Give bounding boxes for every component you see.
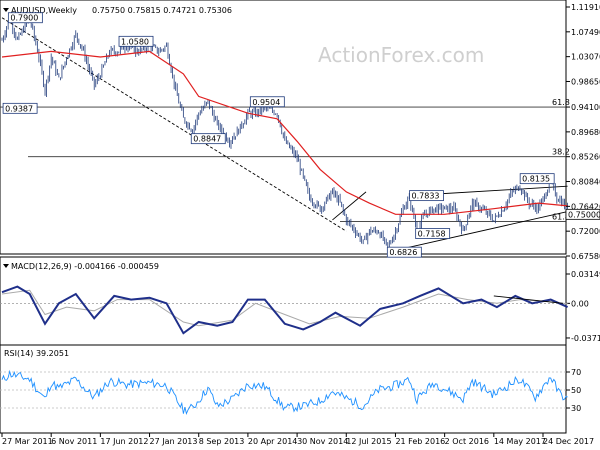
x-tick-label: 30 Nov 2014 bbox=[297, 437, 348, 446]
moving-average bbox=[1, 50, 568, 215]
macd-collapse-icon[interactable] bbox=[3, 264, 9, 268]
price-label-text: 0.9387 bbox=[5, 104, 33, 113]
price-label-text: 0.7158 bbox=[418, 230, 446, 239]
symbol-label: AUDUSD,Weekly bbox=[11, 6, 77, 15]
price-label-box bbox=[386, 246, 422, 258]
macd-line bbox=[1, 285, 569, 335]
fib-label: 38.2 bbox=[552, 148, 570, 157]
price-label-text: 1.0580 bbox=[121, 37, 149, 46]
x-tick-label: 6 Nov 2011 bbox=[51, 437, 97, 446]
x-tick-label: 27 Mar 2011 bbox=[2, 437, 53, 446]
macd-signal-line bbox=[1, 289, 568, 327]
price-label-text: 0.6826 bbox=[389, 248, 417, 257]
horizontal-lines: 61.8 38.2 61.8 bbox=[0, 98, 570, 222]
y-tick-label: 1.07490 bbox=[571, 28, 600, 37]
macd-series: 0.031493 0.00 -0.037164 bbox=[0, 270, 600, 343]
rsi-series: 70 50 30 bbox=[0, 368, 581, 416]
x-tick-label: 8 Sep 2013 bbox=[199, 437, 245, 446]
price-labels: 0.7900 1.0580 0.9387 0.9504 0.8847 0.7833 0.81… bbox=[2, 12, 555, 258]
fib-label: 61.8 bbox=[552, 98, 570, 107]
macd-y-tick-label: 0.00 bbox=[571, 299, 589, 308]
price-label-text: 0.8135 bbox=[522, 175, 550, 184]
x-tick-label: 20 Apr 2014 bbox=[248, 437, 297, 446]
price-label-text: 0.9504 bbox=[252, 98, 280, 107]
rsi-y-tick-label: 70 bbox=[571, 368, 581, 377]
x-tick-label: 17 Jun 2012 bbox=[100, 437, 148, 446]
x-tick-label: 14 May 2017 bbox=[494, 437, 546, 446]
rsi-title-text: RSI(14) 39.2051 bbox=[4, 349, 69, 358]
price-label-box bbox=[190, 133, 226, 145]
macd-title-text: MACD(12,26,9) -0.004166 -0.000459 bbox=[11, 262, 159, 271]
x-tick-label: 27 Jan 2013 bbox=[150, 437, 198, 446]
price-label-box bbox=[249, 96, 285, 108]
price-label-text: 0.8847 bbox=[193, 135, 221, 144]
macd-title: MACD(12,26,9) -0.004166 -0.000459 bbox=[3, 262, 159, 271]
current-price-box bbox=[565, 208, 600, 220]
rsi-y-tick-label: 30 bbox=[571, 404, 581, 413]
chart-header: AUDUSD,Weekly 0.75750 0.75815 0.74721 0.… bbox=[3, 6, 232, 15]
x-tick-label: 12 Jul 2015 bbox=[346, 437, 391, 446]
trendline bbox=[387, 211, 568, 253]
current-price-label: 0.75000 bbox=[568, 210, 600, 219]
x-tick-label: 24 Dec 2017 bbox=[543, 437, 594, 446]
price-label-text: 0.7900 bbox=[10, 14, 38, 23]
x-tick-label: 21 Feb 2016 bbox=[395, 437, 445, 446]
price-panel-frame bbox=[0, 0, 567, 255]
sma-line bbox=[1, 50, 568, 215]
price-label-box bbox=[118, 35, 154, 47]
price-label-box bbox=[519, 173, 555, 185]
price-label-box bbox=[2, 102, 38, 114]
macd-trendline bbox=[493, 295, 564, 304]
rsi-panel-frame bbox=[0, 344, 567, 434]
trendline bbox=[1, 17, 347, 232]
price-series bbox=[1, 15, 568, 251]
macd-y-tick-label: -0.037164 bbox=[571, 334, 600, 343]
fib-label: 61.8 bbox=[552, 212, 570, 221]
watermark: ActionForex.com bbox=[318, 43, 484, 67]
rsi-line bbox=[1, 369, 568, 416]
y-tick-label: 1.11910 bbox=[571, 3, 600, 12]
price-label-box bbox=[415, 228, 451, 239]
price-label-box bbox=[7, 12, 43, 24]
price-label-box bbox=[409, 190, 444, 202]
price-label-text: 0.7833 bbox=[412, 192, 440, 201]
rsi-y-tick-label: 50 bbox=[571, 386, 581, 395]
x-tick-label: 2 Oct 2016 bbox=[445, 437, 489, 446]
rsi-title: RSI(14) 39.2051 bbox=[4, 349, 69, 358]
ohlc-readout: 0.75750 0.75815 0.74721 0.75306 bbox=[92, 6, 232, 15]
macd-y-tick-label: 0.031493 bbox=[571, 270, 600, 279]
trendline bbox=[332, 191, 367, 221]
collapse-icon[interactable] bbox=[3, 8, 9, 12]
